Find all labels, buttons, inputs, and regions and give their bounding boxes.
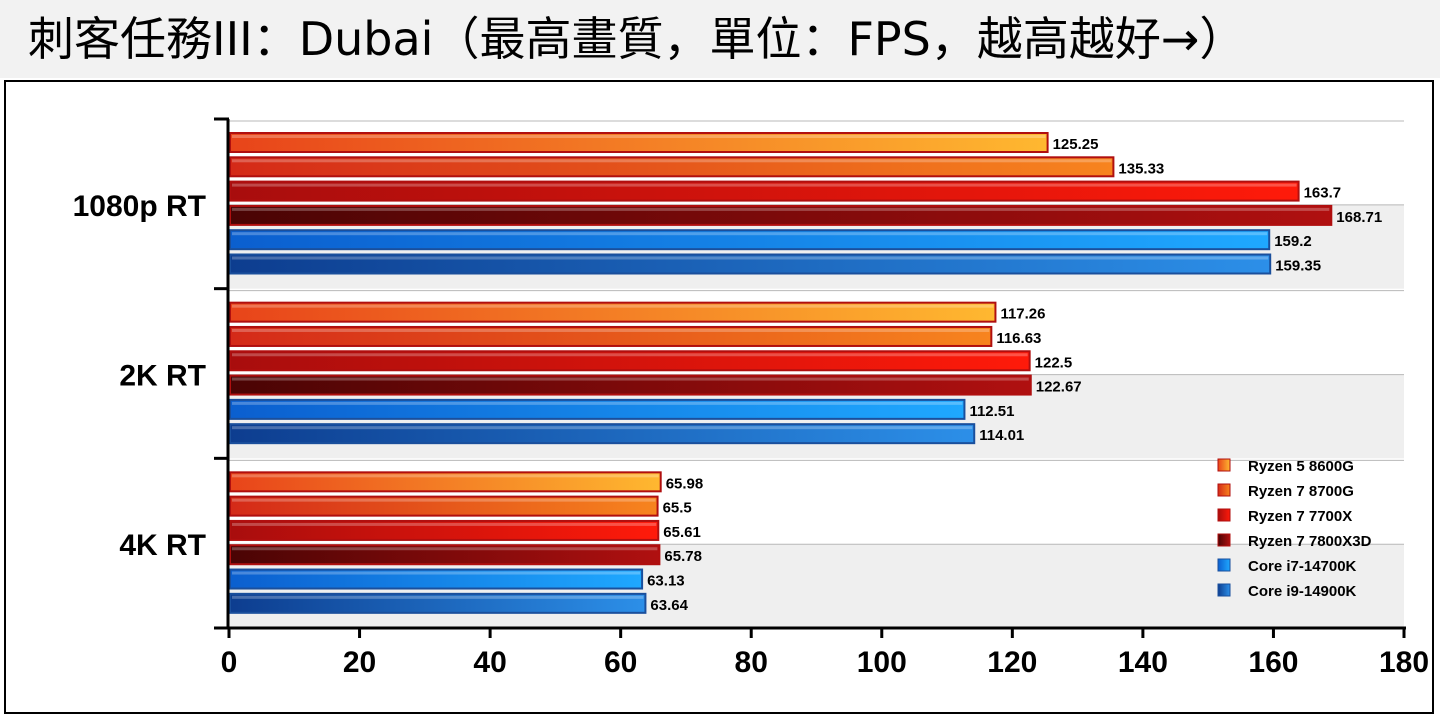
legend-swatch xyxy=(1217,558,1231,572)
bar xyxy=(229,423,976,445)
value-label: 65.5 xyxy=(663,500,692,517)
value-label: 65.98 xyxy=(666,475,704,492)
value-label: 63.64 xyxy=(650,597,688,614)
legend-swatch xyxy=(1217,483,1231,497)
x-tick-label: 0 xyxy=(221,646,238,679)
x-tick-label: 60 xyxy=(604,646,637,679)
legend-entry: Core i9-14900K xyxy=(1248,583,1357,600)
bar-highlight xyxy=(232,135,1046,138)
bar xyxy=(229,132,1049,153)
bar xyxy=(229,325,993,347)
bar xyxy=(229,204,1333,226)
bar-highlight xyxy=(232,595,644,599)
bar-highlight xyxy=(232,498,656,502)
bar xyxy=(229,568,644,590)
legend-swatch xyxy=(1217,533,1231,547)
bar-highlight xyxy=(232,159,1112,163)
value-label: 168.71 xyxy=(1336,209,1382,226)
value-label: 122.67 xyxy=(1036,379,1082,396)
value-label: 116.63 xyxy=(996,330,1041,347)
chart-title: 刺客任務III：Dubai（最高畫質，單位：FPS，越高越好→） xyxy=(28,12,1246,66)
value-label: 117.26 xyxy=(1000,306,1045,323)
bar xyxy=(229,350,1031,372)
value-label: 163.7 xyxy=(1304,185,1342,202)
bar xyxy=(229,398,966,420)
legend-entry: Ryzen 7 7800X3D xyxy=(1248,533,1372,550)
bar-highlight xyxy=(232,474,659,478)
title-bar: 刺客任務III：Dubai（最高畫質，單位：FPS，越高越好→） xyxy=(0,0,1440,78)
bar-highlight xyxy=(232,522,657,526)
category-label: 2K RT xyxy=(119,360,206,393)
x-tick-label: 40 xyxy=(473,646,506,679)
bar-highlight xyxy=(232,426,973,430)
bar-highlight xyxy=(232,377,1029,381)
bar xyxy=(229,301,997,323)
bar-highlight xyxy=(232,571,641,575)
category-label: 1080p RT xyxy=(73,190,206,223)
x-tick-label: 20 xyxy=(343,646,376,679)
value-label: 65.78 xyxy=(664,548,702,565)
x-tick-label: 80 xyxy=(735,646,768,679)
bar-highlight xyxy=(232,207,1330,211)
bar xyxy=(229,544,661,566)
legend-swatch xyxy=(1217,583,1231,597)
category-label: 4K RT xyxy=(119,529,206,562)
bar xyxy=(229,495,659,517)
value-label: 114.01 xyxy=(979,427,1024,444)
bar xyxy=(229,253,1272,275)
bar-highlight xyxy=(232,353,1028,357)
bar xyxy=(229,471,662,493)
x-tick-label: 140 xyxy=(1118,646,1168,679)
bar-highlight xyxy=(232,183,1297,187)
bar xyxy=(229,180,1300,202)
bar xyxy=(229,519,660,541)
value-label: 159.2 xyxy=(1274,233,1312,250)
x-tick-label: 180 xyxy=(1379,646,1429,679)
bar-highlight xyxy=(232,232,1268,236)
bar xyxy=(229,374,1032,396)
bar-highlight xyxy=(232,547,658,551)
value-label: 125.25 xyxy=(1053,136,1099,153)
x-tick-label: 100 xyxy=(857,646,907,679)
legend-entry: Ryzen 7 7700X xyxy=(1248,508,1352,525)
legend-entry: Ryzen 5 8600G xyxy=(1248,458,1354,475)
bar xyxy=(229,229,1271,251)
value-label: 65.61 xyxy=(663,524,701,541)
legend-entry: Core i7-14700K xyxy=(1248,558,1357,575)
x-tick-label: 160 xyxy=(1248,646,1298,679)
value-label: 63.13 xyxy=(647,573,685,590)
legend-swatch xyxy=(1217,508,1231,522)
bar-highlight xyxy=(232,328,990,332)
value-label: 112.51 xyxy=(969,403,1014,420)
value-label: 159.35 xyxy=(1275,258,1321,275)
bar xyxy=(229,156,1115,178)
x-tick-label: 120 xyxy=(987,646,1037,679)
bar xyxy=(229,592,647,614)
bar-highlight xyxy=(232,401,963,405)
bar-highlight xyxy=(232,304,994,308)
legend-swatch xyxy=(1217,458,1231,472)
value-label: 135.33 xyxy=(1118,160,1164,177)
bar-highlight xyxy=(232,256,1269,260)
value-label: 122.5 xyxy=(1035,354,1073,371)
legend-entry: Ryzen 7 8700G xyxy=(1248,483,1354,500)
